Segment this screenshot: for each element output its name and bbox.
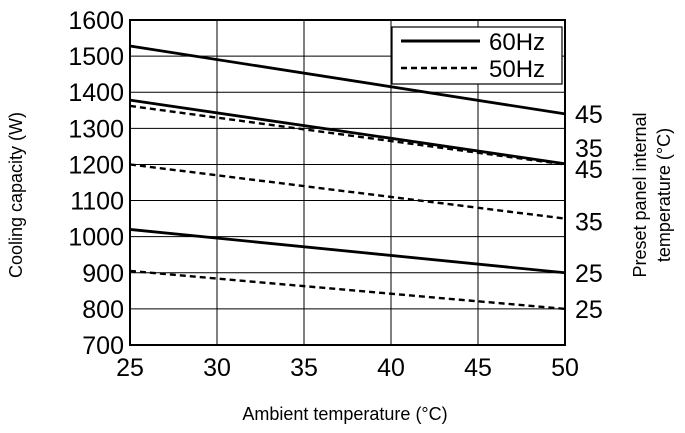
x-tick-label: 25: [116, 354, 144, 382]
series-line-60hz-35c: [129, 98, 566, 166]
y-tick-label: 1000: [68, 224, 124, 252]
right-axis-title-line1: Preset panel internal: [630, 112, 650, 277]
x-tick-label: 50: [551, 354, 579, 382]
y-tick-label: 1300: [68, 115, 124, 143]
x-tick-label: 35: [290, 354, 318, 382]
plot-frame: [129, 19, 566, 346]
series-lines: [129, 44, 566, 311]
y-tick-label: 900: [82, 260, 124, 288]
right-temp-label: 45: [575, 156, 603, 184]
right-temp-label: 25: [575, 260, 603, 288]
right-temp-label: 25: [575, 296, 603, 324]
y-tick-label: 1400: [68, 79, 124, 107]
x-tick-labels: 25 30 35 40 45 50: [116, 354, 579, 382]
series-line-50hz-35c: [129, 163, 566, 220]
right-axis-title-line2: temperature (°C): [654, 128, 674, 262]
series-line-60hz-45c: [129, 44, 566, 116]
legend: 60Hz 50Hz: [391, 26, 563, 85]
y-tick-label: 700: [82, 332, 124, 360]
y-tick-label: 1500: [68, 43, 124, 71]
x-tick-label: 40: [377, 354, 405, 382]
x-axis-title: Ambient temperature (°C): [242, 404, 447, 424]
series-line-60hz-25c: [129, 228, 566, 275]
x-tick-label: 45: [464, 354, 492, 382]
y-tick-label: 1100: [70, 188, 124, 216]
y-tick-label: 1200: [68, 151, 124, 179]
series-line-50hz-45c: [129, 104, 566, 166]
series-line-50hz-25c: [129, 269, 566, 311]
right-temp-label: 45: [575, 101, 603, 129]
x-tick-label: 30: [203, 354, 231, 382]
legend-box: [391, 26, 563, 85]
y-axis-title: Cooling capacity (W): [6, 112, 26, 278]
legend-label-60hz: 60Hz: [489, 29, 545, 56]
right-temp-label: 35: [575, 135, 603, 163]
y-tick-label: 1600: [68, 7, 124, 35]
y-tick-labels: 700 800 900 1000 1100 1200 1300 1400 1500 1600: [68, 7, 124, 360]
y-tick-label: 800: [82, 296, 124, 324]
legend-label-50hz: 50Hz: [489, 56, 545, 83]
right-temp-label: 35: [575, 209, 603, 237]
